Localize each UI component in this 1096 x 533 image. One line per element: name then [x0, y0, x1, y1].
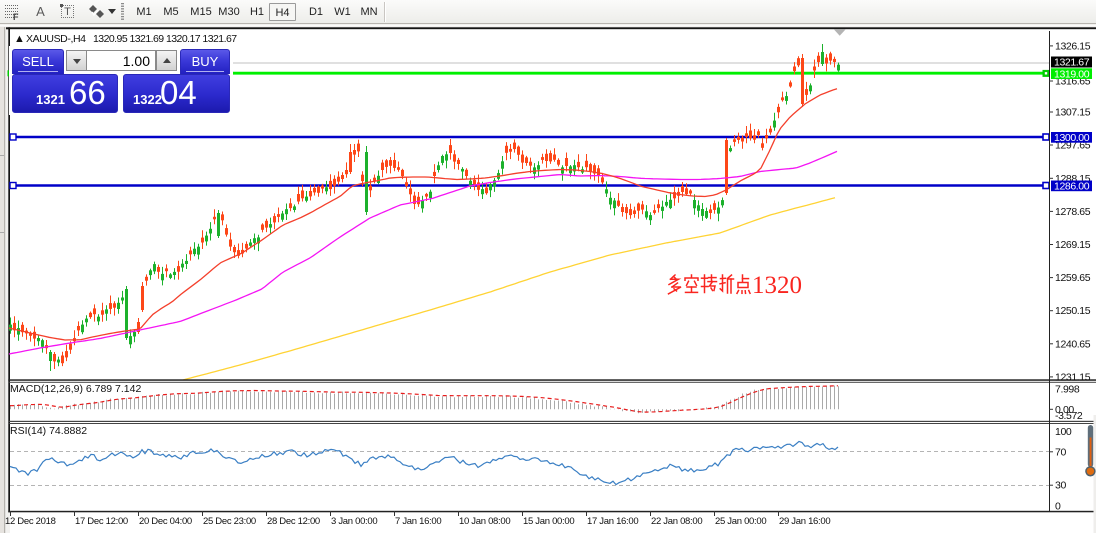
- svg-text:1231.15: 1231.15: [1055, 371, 1091, 383]
- svg-text:1240.65: 1240.65: [1055, 338, 1091, 350]
- svg-text:29 Jan 16:00: 29 Jan 16:00: [779, 516, 830, 527]
- svg-text:25 Jan 00:00: 25 Jan 00:00: [715, 516, 766, 527]
- svg-text:3 Jan 00:00: 3 Jan 00:00: [331, 516, 377, 527]
- svg-text:25 Dec 23:00: 25 Dec 23:00: [203, 516, 256, 527]
- svg-text:XAUUSD-,H4: XAUUSD-,H4: [26, 33, 86, 45]
- svg-text:▲: ▲: [14, 33, 25, 45]
- svg-text:17 Dec 12:00: 17 Dec 12:00: [75, 516, 128, 527]
- svg-text:7.998: 7.998: [1055, 383, 1080, 395]
- svg-text:70: 70: [1055, 446, 1066, 458]
- svg-text:1286.00: 1286.00: [1054, 181, 1090, 193]
- svg-text:20 Dec 04:00: 20 Dec 04:00: [139, 516, 192, 527]
- svg-text:17 Jan 16:00: 17 Jan 16:00: [587, 516, 638, 527]
- svg-text:0.00: 0.00: [1055, 404, 1074, 416]
- svg-text:100: 100: [1055, 426, 1072, 438]
- svg-text:1250.15: 1250.15: [1055, 305, 1091, 317]
- svg-text:0: 0: [1055, 501, 1061, 513]
- svg-text:1300.00: 1300.00: [1054, 132, 1090, 144]
- svg-text:-3.572: -3.572: [1055, 410, 1083, 422]
- svg-text:MACD(12,26,9) 6.789 7.142: MACD(12,26,9) 6.789 7.142: [10, 383, 141, 395]
- svg-text:1321.67: 1321.67: [1054, 57, 1090, 69]
- svg-text:1320: 1320: [752, 272, 802, 299]
- svg-text:12 Dec 2018: 12 Dec 2018: [5, 516, 56, 527]
- svg-text:1259.65: 1259.65: [1055, 272, 1091, 284]
- svg-text:7 Jan 16:00: 7 Jan 16:00: [395, 516, 441, 527]
- svg-text:1320.95 1321.69 1320.17 1321.6: 1320.95 1321.69 1320.17 1321.67: [93, 33, 237, 45]
- svg-text:22 Jan 08:00: 22 Jan 08:00: [651, 516, 702, 527]
- svg-text:1307.15: 1307.15: [1055, 107, 1091, 119]
- svg-text:1319.00: 1319.00: [1054, 69, 1090, 81]
- svg-text:1269.15: 1269.15: [1055, 239, 1091, 251]
- svg-text:1278.65: 1278.65: [1055, 206, 1091, 218]
- svg-text:1326.15: 1326.15: [1055, 40, 1091, 52]
- svg-text:30: 30: [1055, 480, 1066, 492]
- svg-text:RSI(14) 74.8882: RSI(14) 74.8882: [10, 425, 87, 437]
- svg-text:15 Jan 00:00: 15 Jan 00:00: [523, 516, 574, 527]
- svg-text:28 Dec 12:00: 28 Dec 12:00: [267, 516, 320, 527]
- svg-text:10 Jan 08:00: 10 Jan 08:00: [459, 516, 510, 527]
